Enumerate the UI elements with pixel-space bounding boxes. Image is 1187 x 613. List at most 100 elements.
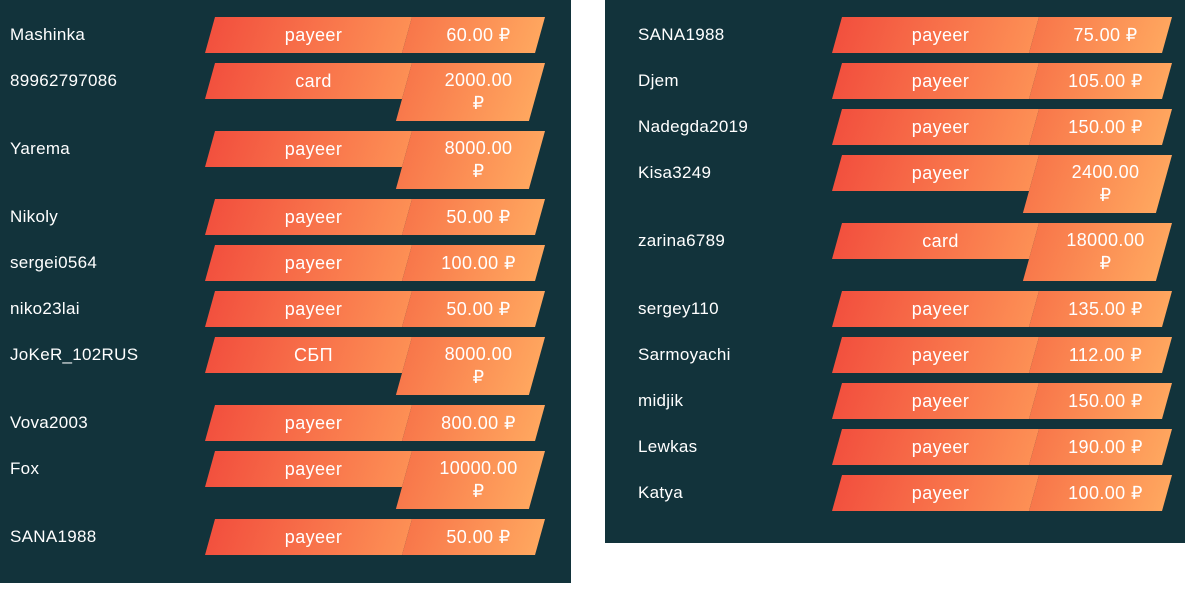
payment-banner[interactable]: СБП 8000.00 ₽ <box>205 337 545 395</box>
username: Katya <box>638 483 683 502</box>
payment-amount-badge: 50.00 ₽ <box>402 291 545 327</box>
payment-row: niko23lai payeer 50.00 ₽ <box>0 291 571 327</box>
payment-amount-badge: 112.00 ₽ <box>1029 337 1172 373</box>
payment-row: Sarmoyachi payeer 112.00 ₽ <box>605 337 1185 373</box>
username: Nadegda2019 <box>638 117 749 136</box>
payment-amount-badge: 135.00 ₽ <box>1029 291 1172 327</box>
payment-row: Lewkas payeer 190.00 ₽ <box>605 429 1185 465</box>
payment-amount-label: 8000.00 ₽ <box>444 138 513 181</box>
payment-method-label: payeer <box>284 206 343 227</box>
payment-method-badge: payeer <box>205 451 412 487</box>
payments-lists: Mashinka payeer 60.00 ₽ 89962797086 card <box>0 0 1185 583</box>
username: Fox <box>10 459 40 478</box>
payment-banner[interactable]: payeer 100.00 ₽ <box>205 245 545 281</box>
username: Yarema <box>10 139 71 158</box>
payment-banner[interactable]: payeer 2400.00 ₽ <box>832 155 1172 213</box>
payment-method-badge: payeer <box>205 519 412 555</box>
payment-amount-badge: 150.00 ₽ <box>1029 109 1172 145</box>
payment-method-badge: payeer <box>832 337 1039 373</box>
payment-method-badge: payeer <box>205 17 412 53</box>
payment-amount-badge: 10000.00 ₽ <box>395 451 545 509</box>
payment-method-label: payeer <box>911 390 970 411</box>
payment-amount-badge: 2400.00 ₽ <box>1022 155 1172 213</box>
payment-method-label: payeer <box>284 24 343 45</box>
payment-method-badge: payeer <box>832 475 1039 511</box>
payment-banner[interactable]: payeer 8000.00 ₽ <box>205 131 545 189</box>
payment-method-badge: СБП <box>205 337 412 373</box>
payment-method-badge: payeer <box>205 199 412 235</box>
payment-banner[interactable]: payeer 10000.00 ₽ <box>205 451 545 509</box>
payment-banner[interactable]: payeer 60.00 ₽ <box>205 17 545 53</box>
payment-banner[interactable]: payeer 135.00 ₽ <box>832 291 1172 327</box>
payment-amount-label: 105.00 ₽ <box>1068 70 1143 91</box>
payment-amount-label: 100.00 ₽ <box>1068 482 1143 503</box>
payment-amount-badge: 8000.00 ₽ <box>395 131 545 189</box>
payment-row: Vova2003 payeer 800.00 ₽ <box>0 405 571 441</box>
payment-method-badge: card <box>832 223 1039 259</box>
payment-amount-badge: 800.00 ₽ <box>402 405 545 441</box>
payment-amount-badge: 150.00 ₽ <box>1029 383 1172 419</box>
payment-method-label: card <box>922 230 959 251</box>
payment-amount-badge: 50.00 ₽ <box>402 519 545 555</box>
payment-amount-badge: 190.00 ₽ <box>1029 429 1172 465</box>
username: Djem <box>638 71 679 90</box>
payment-method-label: payeer <box>911 116 970 137</box>
payment-banner[interactable]: payeer 100.00 ₽ <box>832 475 1172 511</box>
payment-amount-label: 10000.00 ₽ <box>439 458 518 501</box>
payment-amount-label: 150.00 ₽ <box>1068 116 1143 137</box>
payment-amount-label: 2000.00 ₽ <box>444 70 513 113</box>
payment-row: midjik payeer 150.00 ₽ <box>605 383 1185 419</box>
username: Kisa3249 <box>638 163 712 182</box>
payment-amount-badge: 60.00 ₽ <box>402 17 545 53</box>
username: 89962797086 <box>10 71 118 90</box>
payment-amount-label: 100.00 ₽ <box>441 252 516 273</box>
payment-banner[interactable]: payeer 112.00 ₽ <box>832 337 1172 373</box>
payment-method-badge: payeer <box>832 17 1039 53</box>
payment-method-label: payeer <box>911 70 970 91</box>
payment-method-label: payeer <box>911 482 970 503</box>
payment-method-badge: payeer <box>205 291 412 327</box>
payment-method-label: payeer <box>911 344 970 365</box>
payment-method-badge: payeer <box>832 291 1039 327</box>
payment-row: 89962797086 card 2000.00 ₽ <box>0 63 571 121</box>
payment-banner[interactable]: payeer 50.00 ₽ <box>205 519 545 555</box>
payment-row: Yarema payeer 8000.00 ₽ <box>0 131 571 189</box>
payment-method-label: payeer <box>284 138 343 159</box>
payment-banner[interactable]: payeer 75.00 ₽ <box>832 17 1172 53</box>
payment-banner[interactable]: payeer 50.00 ₽ <box>205 199 545 235</box>
payment-method-label: СБП <box>294 344 333 365</box>
payment-method-label: payeer <box>284 526 343 547</box>
payment-method-label: payeer <box>911 298 970 319</box>
payment-banner[interactable]: card 2000.00 ₽ <box>205 63 545 121</box>
payments-panel-right: SANA1988 payeer 75.00 ₽ Djem payeer <box>605 0 1185 543</box>
username: Sarmoyachi <box>638 345 731 364</box>
payment-row: SANA1988 payeer 50.00 ₽ <box>0 519 571 555</box>
payment-banner[interactable]: payeer 190.00 ₽ <box>832 429 1172 465</box>
payment-banner[interactable]: payeer 105.00 ₽ <box>832 63 1172 99</box>
payment-method-label: payeer <box>911 24 970 45</box>
username: midjik <box>638 391 684 410</box>
payment-banner[interactable]: payeer 800.00 ₽ <box>205 405 545 441</box>
payment-amount-badge: 100.00 ₽ <box>1029 475 1172 511</box>
payment-amount-badge: 50.00 ₽ <box>402 199 545 235</box>
payment-amount-label: 8000.00 ₽ <box>444 344 513 387</box>
payment-banner[interactable]: payeer 150.00 ₽ <box>832 109 1172 145</box>
payment-row: Fox payeer 10000.00 ₽ <box>0 451 571 509</box>
payments-panel-left: Mashinka payeer 60.00 ₽ 89962797086 card <box>0 0 571 583</box>
payment-method-label: payeer <box>284 298 343 319</box>
payment-method-badge: payeer <box>832 155 1039 191</box>
payment-banner[interactable]: payeer 150.00 ₽ <box>832 383 1172 419</box>
payment-banner[interactable]: card 18000.00 ₽ <box>832 223 1172 281</box>
payment-method-badge: payeer <box>832 429 1039 465</box>
payment-banner[interactable]: payeer 50.00 ₽ <box>205 291 545 327</box>
payment-method-badge: payeer <box>205 131 412 167</box>
payment-row: JoKeR_102RUS СБП 8000.00 ₽ <box>0 337 571 395</box>
payment-amount-badge: 100.00 ₽ <box>402 245 545 281</box>
username: Nikoly <box>10 207 59 226</box>
username: Vova2003 <box>10 413 89 432</box>
payment-row: Nikoly payeer 50.00 ₽ <box>0 199 571 235</box>
payment-row: sergei0564 payeer 100.00 ₽ <box>0 245 571 281</box>
payment-amount-label: 60.00 ₽ <box>446 24 511 45</box>
username: SANA1988 <box>638 25 725 44</box>
payment-amount-badge: 75.00 ₽ <box>1029 17 1172 53</box>
